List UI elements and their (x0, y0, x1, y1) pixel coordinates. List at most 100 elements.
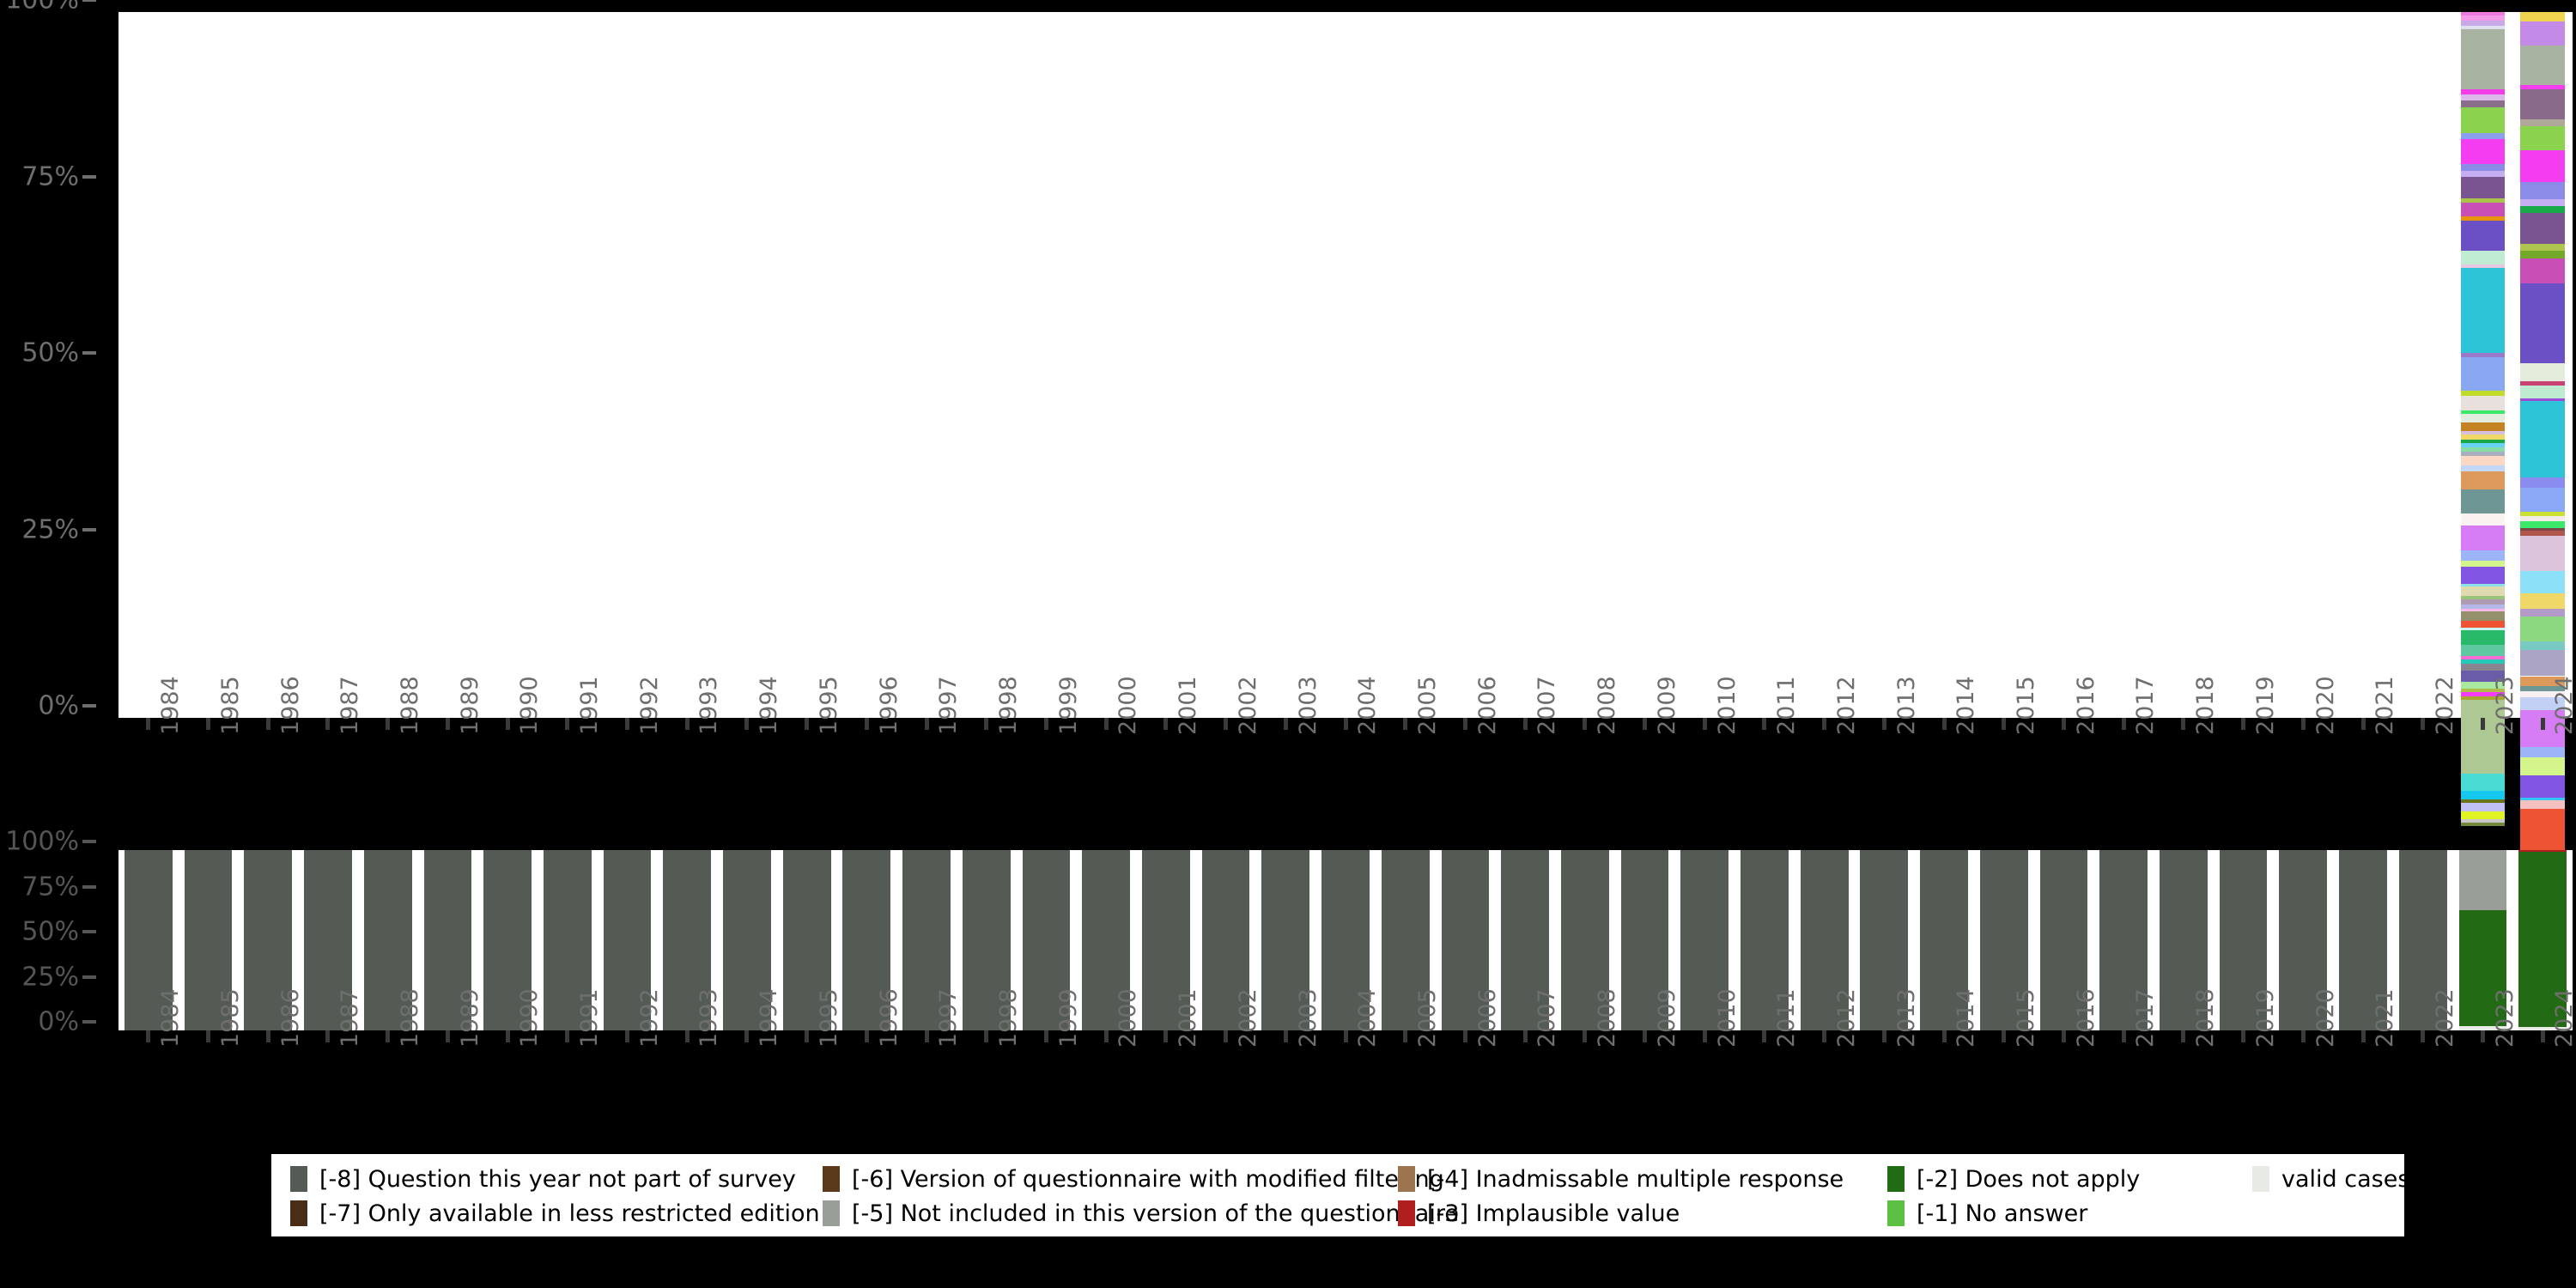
bar-segment (304, 850, 352, 1030)
legend-swatch (290, 1166, 307, 1192)
stacked-bar[interactable] (902, 850, 951, 1030)
stacked-bar[interactable] (1680, 850, 1729, 1030)
stacked-bar[interactable] (1082, 850, 1131, 1030)
bar-segment (2460, 138, 2506, 164)
legend-item[interactable]: valid cases (2252, 1163, 2409, 1195)
bar-segment (2099, 850, 2148, 1030)
x-tick-mark (924, 1030, 929, 1042)
stacked-bar[interactable] (2039, 850, 2088, 1030)
bar-segment (2520, 250, 2565, 258)
stacked-bar[interactable] (1560, 850, 1609, 1030)
stacked-bar[interactable] (184, 850, 233, 1030)
legend-item[interactable]: [-3] Implausible value (1398, 1197, 1680, 1230)
stacked-bar[interactable] (2518, 850, 2567, 1030)
stacked-bar[interactable] (1741, 850, 1789, 1030)
x-tick-label: 1996 (875, 676, 902, 735)
bar-segment (2520, 198, 2565, 207)
legend-item[interactable]: [-1] No answer (1887, 1197, 2087, 1230)
x-tick-mark (1822, 718, 1827, 730)
stacked-bar[interactable] (1501, 850, 1549, 1030)
x-tick-label: 2024 (2551, 988, 2576, 1048)
stacked-bar[interactable] (1800, 850, 1849, 1030)
stacked-bar[interactable] (663, 850, 712, 1030)
x-tick-mark (1103, 1030, 1109, 1042)
x-tick-mark (2540, 1030, 2545, 1042)
stacked-bar[interactable] (2398, 850, 2447, 1030)
stacked-bar[interactable] (1620, 850, 1669, 1030)
stacked-bar[interactable] (1860, 850, 1909, 1030)
legend-swatch (1398, 1166, 1415, 1192)
stacked-bar[interactable] (2458, 850, 2507, 1030)
stacked-bar[interactable] (2520, 12, 2565, 924)
bar-segment (2339, 850, 2387, 1030)
x-tick-label: 1998 (995, 676, 1023, 735)
x-tick-label: 1986 (276, 676, 304, 735)
stacked-bar[interactable] (423, 850, 472, 1030)
bar-segment (2279, 850, 2328, 1030)
stacked-bar[interactable] (1979, 850, 2028, 1030)
bar-segment (2520, 686, 2565, 691)
bar-segment (2458, 910, 2507, 1026)
bar-segment (2460, 413, 2506, 423)
x-tick-label: 2013 (1893, 676, 1920, 735)
x-tick-mark (2300, 718, 2306, 730)
bar-segment (2520, 21, 2565, 46)
x-tick-label: 2017 (2132, 988, 2160, 1048)
stacked-bar[interactable] (962, 850, 1011, 1030)
bar-segment (2460, 811, 2506, 819)
bar-segment (1860, 850, 1909, 1030)
stacked-bar[interactable] (1381, 850, 1430, 1030)
stacked-bar[interactable] (603, 850, 652, 1030)
bar-segment (2460, 447, 2506, 453)
x-tick-label: 1993 (696, 676, 723, 735)
stacked-bar[interactable] (483, 850, 532, 1030)
stacked-bar[interactable] (782, 850, 831, 1030)
bar-segment (2460, 89, 2506, 95)
x-tick-mark (1343, 718, 1348, 730)
stacked-bar[interactable] (2339, 850, 2387, 1030)
stacked-bar[interactable] (124, 850, 173, 1030)
legend-item[interactable]: [-4] Inadmissable multiple response (1398, 1163, 1844, 1195)
x-tick-mark (265, 718, 270, 730)
bar-segment (2460, 100, 2506, 107)
stacked-bar[interactable] (1920, 850, 1968, 1030)
stacked-bar[interactable] (304, 850, 352, 1030)
bar-segment (2520, 690, 2565, 698)
x-tick-mark (386, 718, 391, 730)
legend-item[interactable]: [-2] Does not apply (1887, 1163, 2140, 1195)
legend-item[interactable]: [-6] Version of questionnaire with modif… (823, 1163, 1444, 1195)
stacked-bar[interactable] (1022, 850, 1071, 1030)
x-tick-label: 2023 (2491, 676, 2518, 735)
stacked-bar[interactable] (2219, 850, 2268, 1030)
stacked-bar[interactable] (543, 850, 592, 1030)
x-tick-mark (744, 718, 750, 730)
legend-item[interactable]: [-5] Not included in this version of the… (823, 1197, 1459, 1230)
stacked-bar[interactable] (1441, 850, 1490, 1030)
stacked-bar[interactable] (2160, 850, 2208, 1030)
x-tick-label: 1985 (216, 676, 244, 735)
stacked-bar[interactable] (723, 850, 771, 1030)
stacked-bar[interactable] (1261, 850, 1310, 1030)
stacked-bar[interactable] (1141, 850, 1190, 1030)
legend-item[interactable]: [-8] Question this year not part of surv… (290, 1163, 796, 1195)
bar-segment (1381, 850, 1430, 1030)
bar-segment (2460, 608, 2506, 611)
bar-segment (2460, 431, 2506, 435)
stacked-bar[interactable] (2460, 12, 2506, 826)
stacked-bar[interactable] (1321, 850, 1370, 1030)
x-tick-mark (146, 718, 151, 730)
x-tick-mark (1462, 718, 1467, 730)
legend-label: [-4] Inadmissable multiple response (1427, 1165, 1844, 1193)
x-tick-mark (2421, 718, 2426, 730)
stacked-bar[interactable] (363, 850, 412, 1030)
x-tick-mark (984, 1030, 989, 1042)
bar-segment (2460, 132, 2506, 139)
stacked-bar[interactable] (2099, 850, 2148, 1030)
bar-segment (2460, 106, 2506, 133)
stacked-bar[interactable] (1201, 850, 1250, 1030)
stacked-bar[interactable] (842, 850, 891, 1030)
legend-item[interactable]: [-7] Only available in less restricted e… (290, 1197, 820, 1230)
stacked-bar[interactable] (2279, 850, 2328, 1030)
stacked-bar[interactable] (244, 850, 293, 1030)
bar-segment (962, 850, 1011, 1030)
